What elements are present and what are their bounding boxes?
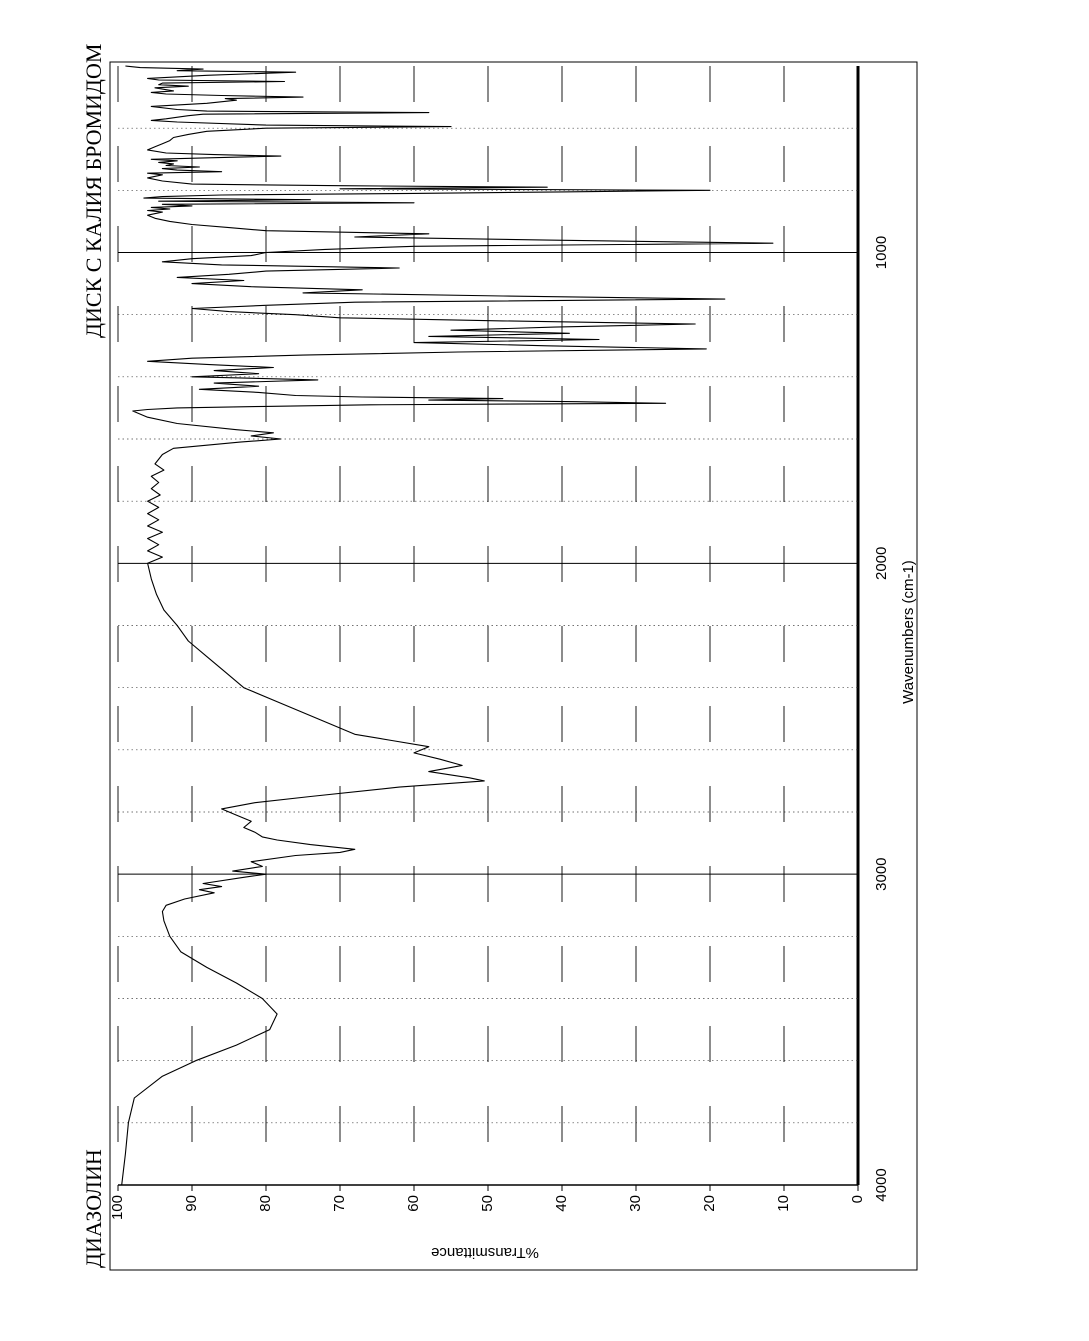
transmittance-tick-label: 60 xyxy=(405,1195,422,1212)
wavenumber-tick-label: 4000 xyxy=(873,1168,890,1201)
transmittance-tick-label: 100 xyxy=(109,1195,126,1220)
wavenumber-tick-label: 1000 xyxy=(873,236,890,269)
transmittance-tick-label: 20 xyxy=(701,1195,718,1212)
wavenumber-tick-label: 2000 xyxy=(873,547,890,580)
transmittance-tick-label: 0 xyxy=(849,1195,866,1203)
transmittance-tick-label: 30 xyxy=(627,1195,644,1212)
transmittance-tick-label: 80 xyxy=(257,1195,274,1212)
transmittance-tick-label: 10 xyxy=(775,1195,792,1212)
transmittance-tick-label: 50 xyxy=(479,1195,496,1212)
transmittance-tick-label: 70 xyxy=(331,1195,348,1212)
outer-frame xyxy=(109,61,918,1271)
wavenumber-tick-label: 3000 xyxy=(873,857,890,890)
x-axis-title: Wavenumbers (cm-1) xyxy=(900,560,917,704)
transmittance-tick-label: 90 xyxy=(183,1195,200,1212)
spectrum-line xyxy=(121,65,774,1186)
y-axis-title: %Transmittance xyxy=(431,1244,539,1261)
transmittance-tick-label: 40 xyxy=(553,1195,570,1212)
